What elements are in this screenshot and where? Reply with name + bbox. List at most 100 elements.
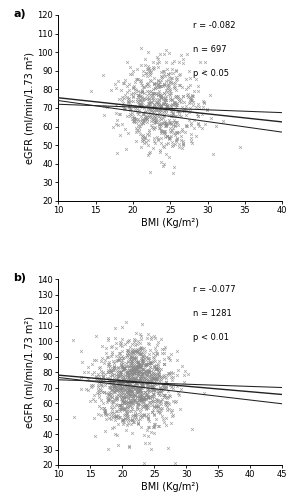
Point [113,386,118,394]
Point [154,83,159,91]
Point [117,380,122,388]
Point [185,122,190,130]
Point [169,120,174,128]
Point [170,95,174,103]
Point [148,91,153,99]
Point [150,384,154,392]
Point [139,384,144,392]
Point [136,358,141,366]
Point [127,70,132,78]
Point [129,383,133,391]
Point [138,412,142,420]
Point [125,376,130,384]
Point [130,374,135,382]
Point [130,108,134,116]
Point [124,426,129,434]
Point [135,382,140,390]
Point [150,382,155,390]
Point [99,380,103,388]
Point [142,116,146,124]
Point [151,390,156,398]
Point [154,81,159,89]
Point [159,388,164,396]
Point [128,354,133,362]
Point [173,131,178,139]
Point [96,390,101,398]
Point [90,370,94,378]
Point [108,412,113,420]
Point [152,380,157,388]
Point [123,380,127,388]
Point [146,110,150,118]
Point [159,139,163,147]
Point [145,115,150,123]
Point [111,380,115,388]
Point [146,78,150,86]
Point [138,385,143,393]
Point [116,440,120,448]
Point [105,396,110,404]
Point [164,96,168,104]
Point [158,101,163,109]
Point [178,50,183,58]
Point [140,357,144,365]
Point [135,404,140,412]
Point [118,358,123,366]
Point [173,67,178,75]
Point [181,55,185,63]
Point [167,153,171,161]
Point [107,358,111,366]
Point [72,413,77,421]
Point [189,425,194,433]
Point [170,376,174,384]
Point [132,78,137,86]
Point [168,104,172,112]
Point [107,376,112,384]
Point [155,349,159,357]
Point [110,400,115,408]
Point [179,385,183,393]
Point [128,380,133,388]
Point [106,336,111,344]
Point [136,338,140,345]
Point [147,378,152,386]
Point [106,396,110,404]
Point [146,393,151,401]
Point [145,379,150,387]
Point [150,64,155,72]
Point [137,122,142,130]
Point [155,374,159,382]
Point [151,386,155,394]
Point [153,364,158,372]
Point [140,370,144,378]
Point [102,370,107,378]
Point [164,422,169,430]
Point [122,78,127,86]
Point [138,76,143,84]
Point [127,394,131,402]
Point [151,348,156,356]
Point [170,112,175,120]
Text: b): b) [13,274,26,283]
Point [151,420,156,428]
Point [162,108,167,116]
Point [138,400,142,408]
Point [167,111,172,119]
Point [160,112,164,120]
Point [84,386,88,394]
Point [165,394,169,402]
Point [139,92,143,100]
Point [137,392,142,400]
Point [158,90,163,98]
Point [142,439,147,447]
Point [134,366,139,374]
Point [154,116,158,124]
Point [158,373,162,381]
Point [127,86,132,94]
Point [98,404,103,412]
Point [120,384,124,392]
Point [123,385,127,393]
Point [156,368,161,376]
Point [123,393,128,401]
Point [106,368,111,376]
